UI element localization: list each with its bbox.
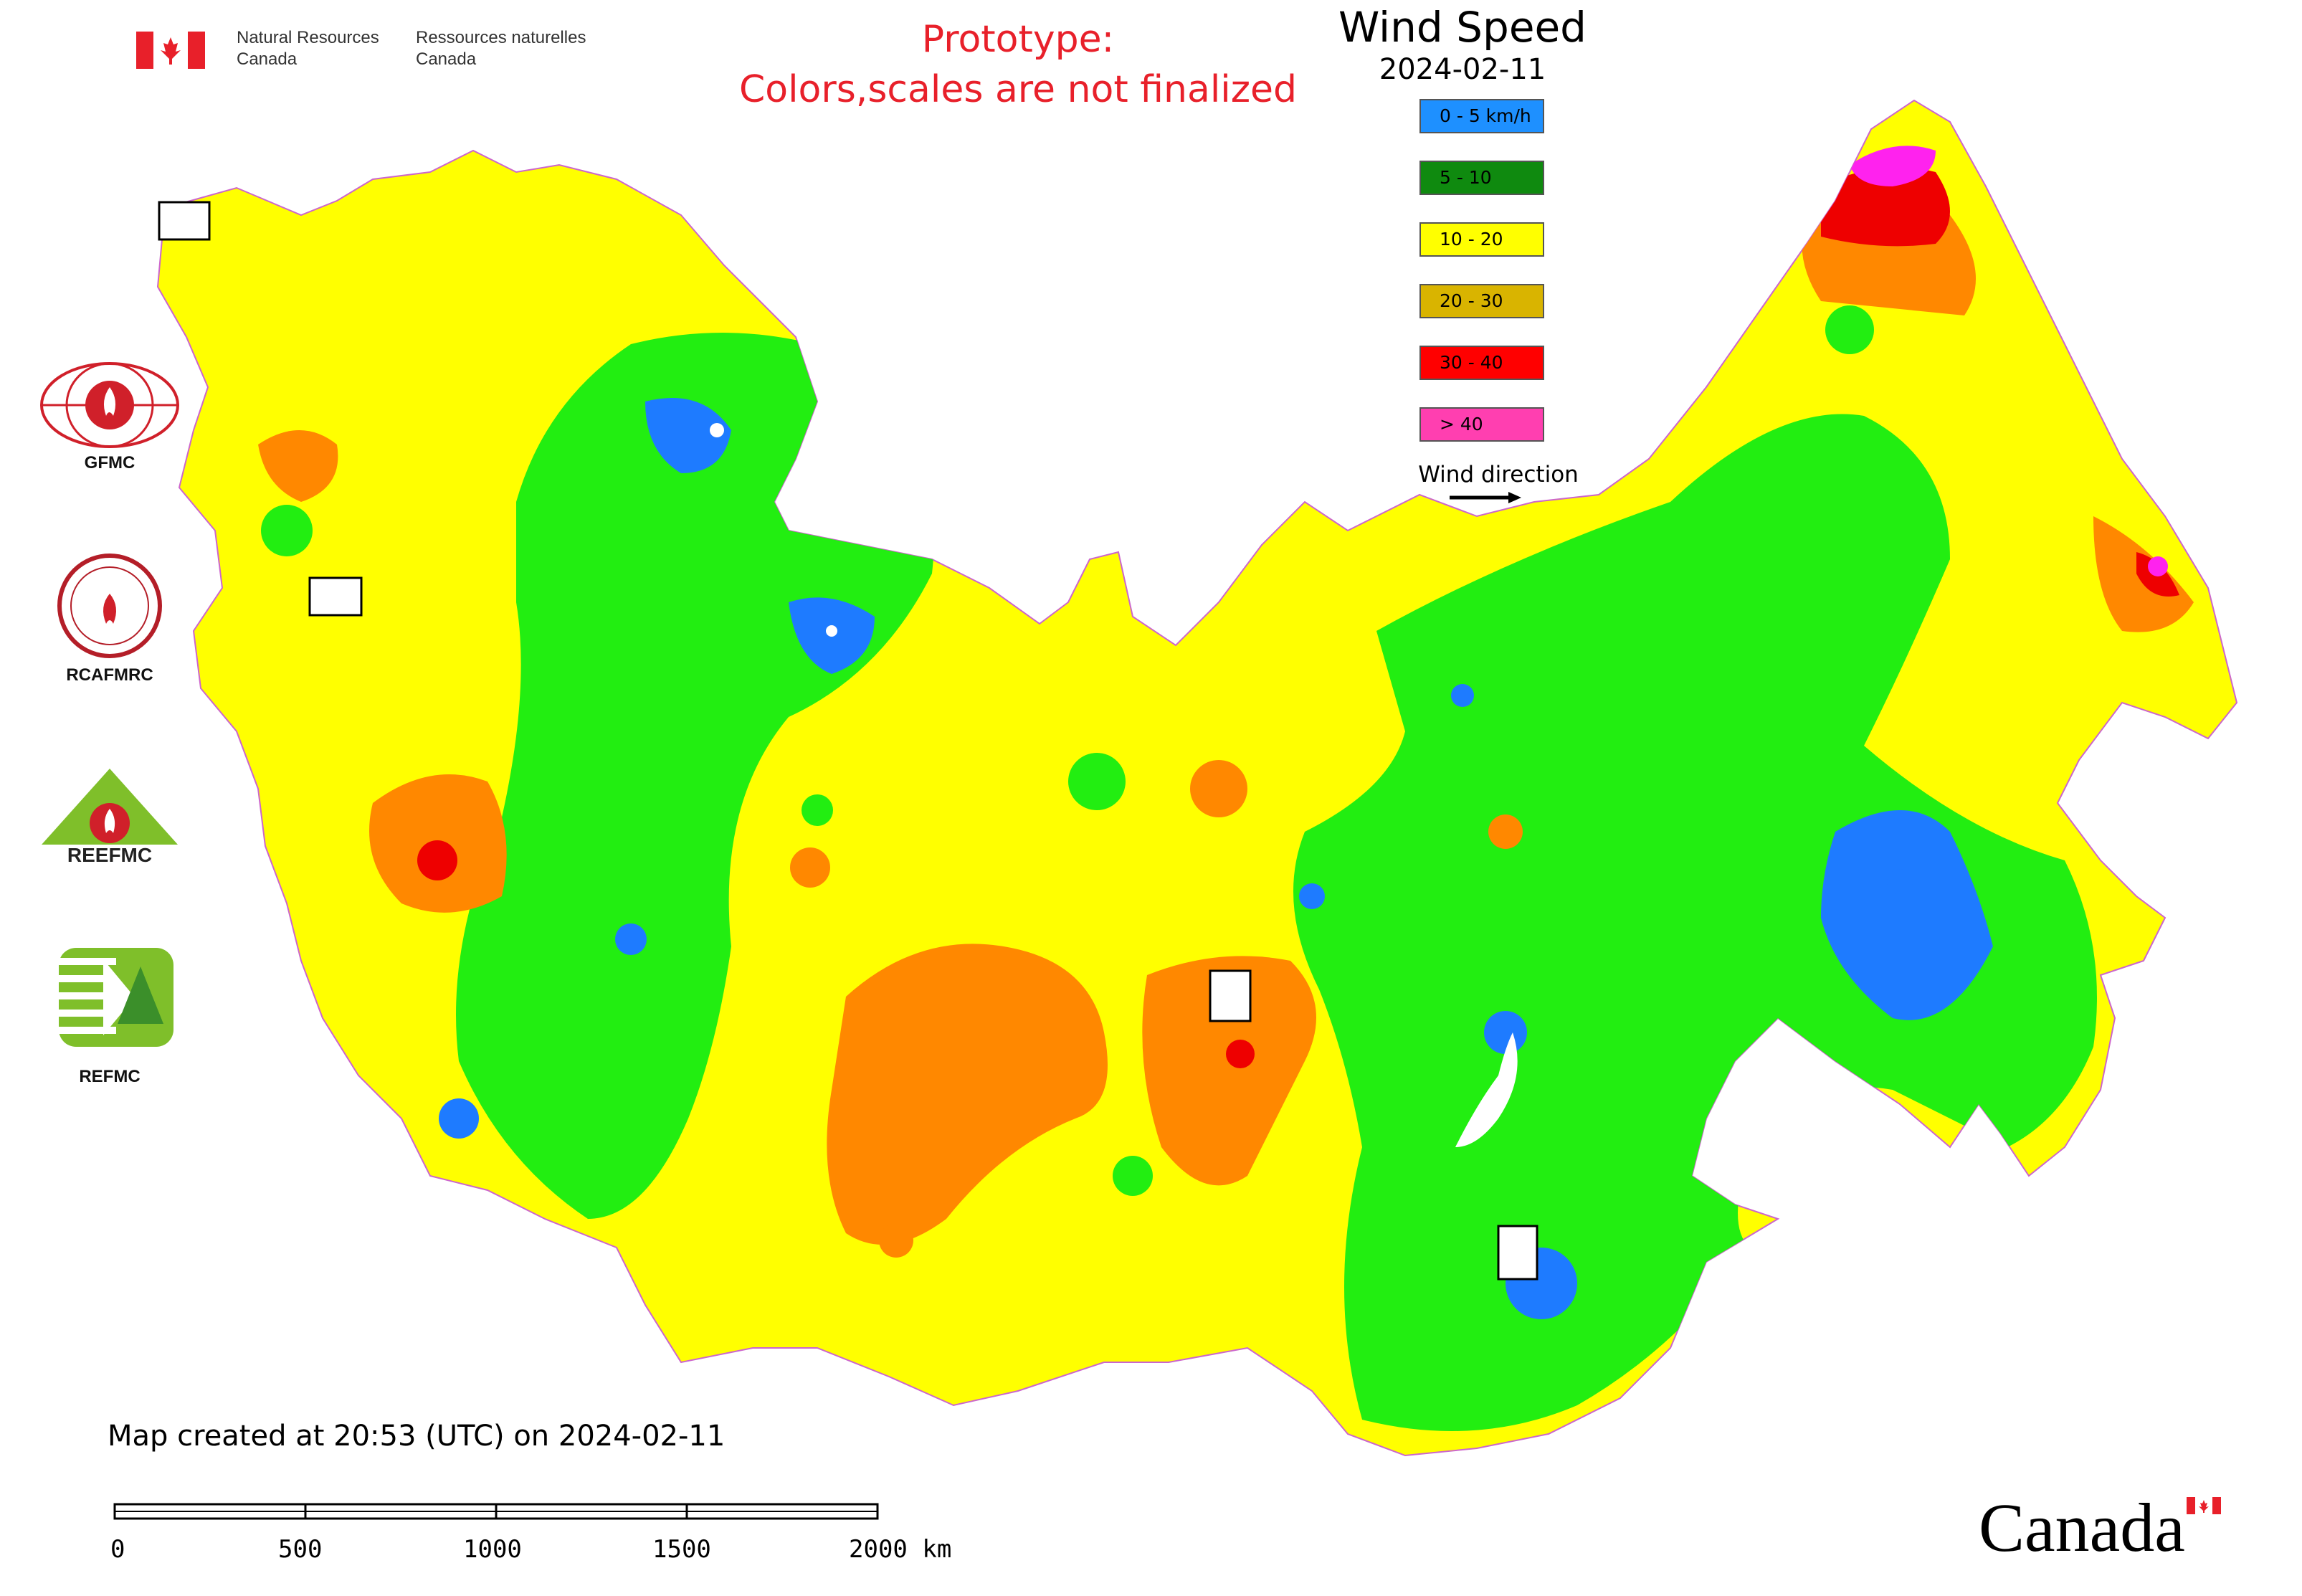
legend-item-very-strong: 30 - 40 — [1419, 346, 1544, 380]
rcafmrc-marker — [1497, 1225, 1538, 1281]
gfmc-marker — [158, 201, 211, 241]
scale-bar: 0 500 1000 1500 2000 km — [110, 1503, 951, 1564]
wordmark-flag-icon — [2187, 1497, 2221, 1514]
rcafmrc-label: RCAFMRC — [66, 665, 153, 685]
map-created-timestamp: Map created at 20:53 (UTC) on 2024-02-11 — [108, 1420, 726, 1453]
legend-title: Wind Speed — [1338, 3, 1587, 52]
rcafmrc-logo[interactable] — [34, 552, 185, 660]
zones-very-strong — [417, 167, 2179, 1068]
scale-label-500: 500 — [278, 1535, 322, 1564]
org-name-en: Natural Resources Canada — [237, 28, 379, 69]
legend-item-calm: 0 - 5 km/h — [1419, 99, 1544, 133]
refmc-label: REFMC — [79, 1067, 141, 1086]
nrcan-signature: Natural Resources Canada Ressources natu… — [136, 27, 609, 77]
prototype-notice-line2: Colors,scales are not finalized — [738, 68, 1298, 111]
legend-item-light: 5 - 10 — [1419, 161, 1544, 195]
refmc-marker — [1209, 969, 1252, 1022]
legend-item-extreme: > 40 — [1419, 407, 1544, 442]
legend-item-moderate: 10 - 20 — [1419, 222, 1544, 257]
reefmc-logo[interactable]: REEFMC — [34, 766, 185, 866]
legend-item-strong: 20 - 30 — [1419, 284, 1544, 318]
prototype-notice: Prototype: Colors,scales are not finaliz… — [588, 14, 1448, 115]
wind-direction-label: Wind direction — [1418, 462, 1579, 488]
prototype-notice-line1: Prototype: — [921, 18, 1115, 61]
scale-label-2000: 2000 km — [849, 1535, 951, 1564]
legend-date: 2024-02-11 — [1379, 53, 1546, 86]
zones-extreme — [1850, 146, 2168, 576]
map-logo-markers — [158, 201, 1538, 1281]
zones-light — [261, 305, 2097, 1431]
reefmc-logo-text: REEFMC — [67, 844, 152, 866]
gfmc-label: GFMC — [84, 453, 135, 472]
reefmc-marker — [308, 576, 363, 617]
gfmc-logo[interactable] — [34, 358, 185, 452]
canada-wordmark: Canada — [1979, 1489, 2185, 1566]
org-name-fr: Ressources naturelles Canada — [416, 28, 586, 69]
canada-flag-icon — [136, 32, 205, 69]
scale-label-1000: 1000 — [463, 1535, 522, 1564]
scale-label-0: 0 — [110, 1535, 125, 1564]
wind-direction-arrow-icon — [1450, 492, 1521, 503]
lakes — [710, 423, 1518, 1147]
refmc-logo[interactable] — [34, 945, 185, 1050]
scale-label-1500: 1500 — [652, 1535, 711, 1564]
